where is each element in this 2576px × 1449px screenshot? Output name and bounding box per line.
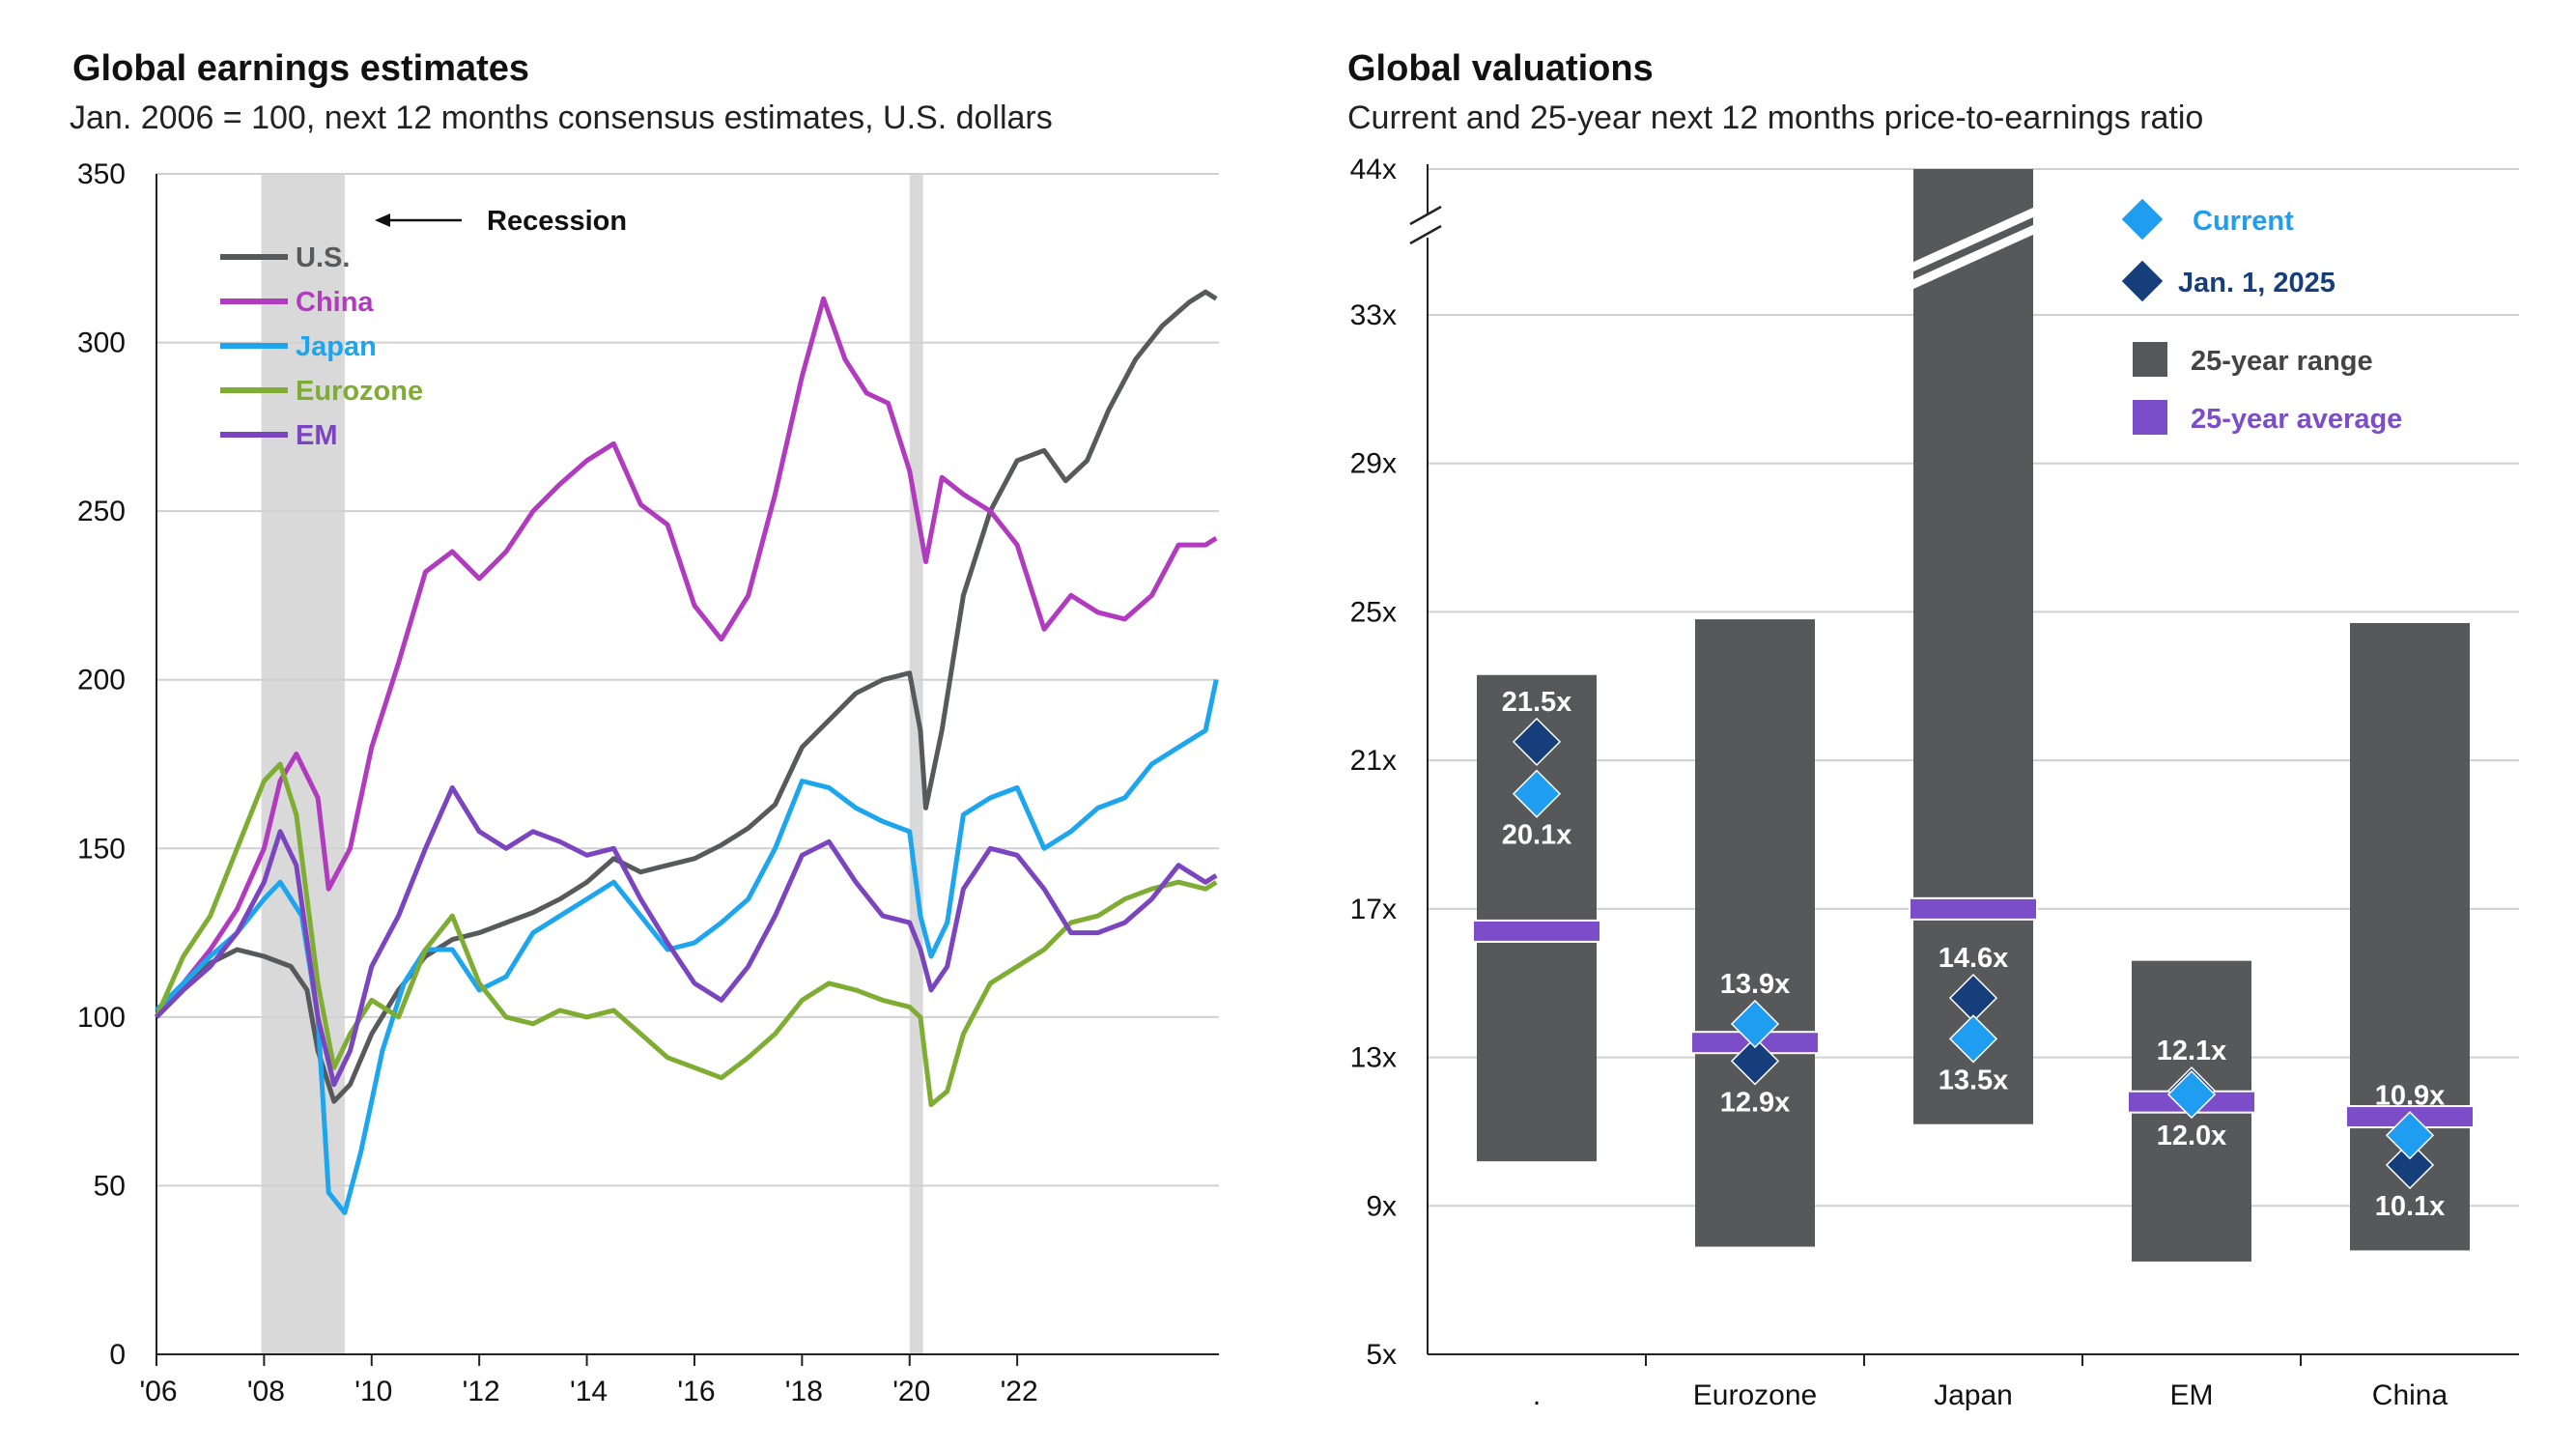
- x-tick-label-2022: '22: [1001, 1376, 1038, 1407]
- current-label-3: 12.0x: [2157, 1121, 2227, 1151]
- jan-diamond-1: [1730, 1037, 1780, 1086]
- range-bar-2: [1913, 169, 2033, 1124]
- axis-break-mark-top: [1409, 205, 1442, 226]
- series-line-japan: [155, 679, 1219, 1215]
- legend-avg-label: 25-year average: [2191, 404, 2402, 435]
- bar-break-2-a: [1911, 207, 2035, 272]
- y-tick-label-9: 9x: [1366, 1190, 1397, 1222]
- right-valuation-chart: 5x 9x 13x 17x 21x 25x 29x 33x 44x 21.5x 20.1x. 12.9…: [1350, 154, 2519, 1411]
- bar-break-2-b: [1911, 224, 2035, 290]
- legend-label-china: China: [296, 287, 374, 318]
- y-tick-label-300: 300: [77, 327, 126, 359]
- right-chart-title: Global valuations: [1347, 48, 1654, 89]
- recession-label: Recession: [487, 206, 627, 237]
- x-tick-label-2018: '18: [785, 1376, 823, 1407]
- y-tick-label-33: 33x: [1350, 299, 1397, 331]
- range-bar-1: [1695, 619, 1815, 1247]
- current-label-2: 13.5x: [1939, 1065, 2009, 1095]
- legend-label-us: U.S.: [296, 242, 350, 273]
- x-tick-label-2012: '12: [463, 1376, 500, 1407]
- jan-label-1: 12.9x: [1720, 1087, 1791, 1118]
- category-label-2: Japan: [1934, 1379, 2013, 1411]
- series-line-em: [155, 784, 1218, 1088]
- legend-label-japan: Japan: [296, 331, 377, 362]
- current-diamond-4: [2385, 1111, 2435, 1160]
- legend-jan-swatch: [2121, 260, 2164, 302]
- x-tick-label-2010: '10: [354, 1376, 392, 1407]
- jan-label-0: 21.5x: [1502, 687, 1572, 718]
- y-tick-label-17: 17x: [1350, 894, 1397, 925]
- series-line-eurozone: [154, 761, 1218, 1108]
- right-chart-subtitle: Current and 25-year next 12 months price…: [1347, 99, 2203, 136]
- series-line-china: [155, 296, 1218, 1012]
- legend-label-eurozone: Eurozone: [296, 376, 423, 407]
- current-diamond-3: [2166, 1069, 2217, 1120]
- jan-diamond-0: [1512, 717, 1562, 767]
- y-tick-label-5: 5x: [1366, 1339, 1397, 1371]
- left-chart-subtitle: Jan. 2006 = 100, next 12 months consensu…: [70, 99, 1053, 136]
- current-diamond-2: [1948, 1014, 1998, 1064]
- y-tick-label-250: 250: [77, 496, 126, 527]
- jan-label-2: 14.6x: [1939, 943, 2009, 974]
- series-line-us: [155, 289, 1218, 1104]
- y-tick-label-25: 25x: [1350, 596, 1397, 628]
- x-tick-label-2008: '08: [247, 1376, 285, 1407]
- axis-break-mark-bottom: [1409, 224, 1442, 245]
- legend-current-swatch: [2121, 198, 2164, 241]
- current-diamond-1: [1730, 999, 1780, 1049]
- legend-range-label: 25-year range: [2191, 346, 2373, 377]
- y-tick-label-100: 100: [77, 1002, 126, 1034]
- left-chart-title: Global earnings estimates: [72, 48, 529, 89]
- y-tick-label-13: 13x: [1350, 1042, 1397, 1074]
- current-label-0: 20.1x: [1502, 820, 1572, 851]
- x-tick-label-2014: '14: [570, 1376, 608, 1407]
- left-line-chart: 0 50 100 150 200 250 300 350 '06 '08 '10 '12 '14 '16 '…: [77, 158, 1219, 1407]
- x-tick-label-2020: '20: [892, 1376, 930, 1407]
- recession-band-1: [909, 174, 923, 1354]
- y-tick-label-29: 29x: [1350, 448, 1397, 480]
- y-tick-label-21: 21x: [1350, 745, 1397, 777]
- y-tick-label-200: 200: [77, 665, 126, 696]
- current-label-1: 13.9x: [1720, 969, 1791, 1000]
- legend-label-em: EM: [296, 420, 338, 451]
- legend-avg-swatch: [2133, 400, 2167, 435]
- x-tick-label-2006: '06: [139, 1376, 177, 1407]
- average-bar-2: [1909, 896, 2038, 921]
- y-tick-label-50: 50: [94, 1170, 126, 1202]
- y-tick-label-150: 150: [77, 833, 126, 865]
- jan-diamond-2: [1948, 973, 1998, 1023]
- y-tick-label-0: 0: [109, 1339, 126, 1371]
- current-diamond-0: [1512, 769, 1562, 818]
- recession-arrowhead: [375, 213, 390, 227]
- x-tick-label-2016: '16: [677, 1376, 715, 1407]
- average-bar-0: [1472, 919, 1601, 943]
- category-label-1: Eurozone: [1693, 1379, 1817, 1411]
- jan-label-4: 10.1x: [2375, 1191, 2446, 1222]
- category-label-0: .: [1533, 1379, 1541, 1411]
- current-label-4: 10.9x: [2375, 1080, 2446, 1111]
- y-tick-label-44: 44x: [1350, 154, 1397, 185]
- legend-current-label: Current: [2193, 206, 2294, 237]
- category-label-4: China: [2372, 1379, 2449, 1411]
- category-label-3: EM: [2170, 1379, 2214, 1411]
- y-tick-label-350: 350: [77, 158, 126, 190]
- jan-diamond-4: [2385, 1140, 2435, 1190]
- jan-label-3: 12.1x: [2157, 1036, 2227, 1066]
- legend-jan-label: Jan. 1, 2025: [2178, 268, 2335, 298]
- legend-range-swatch: [2133, 342, 2167, 377]
